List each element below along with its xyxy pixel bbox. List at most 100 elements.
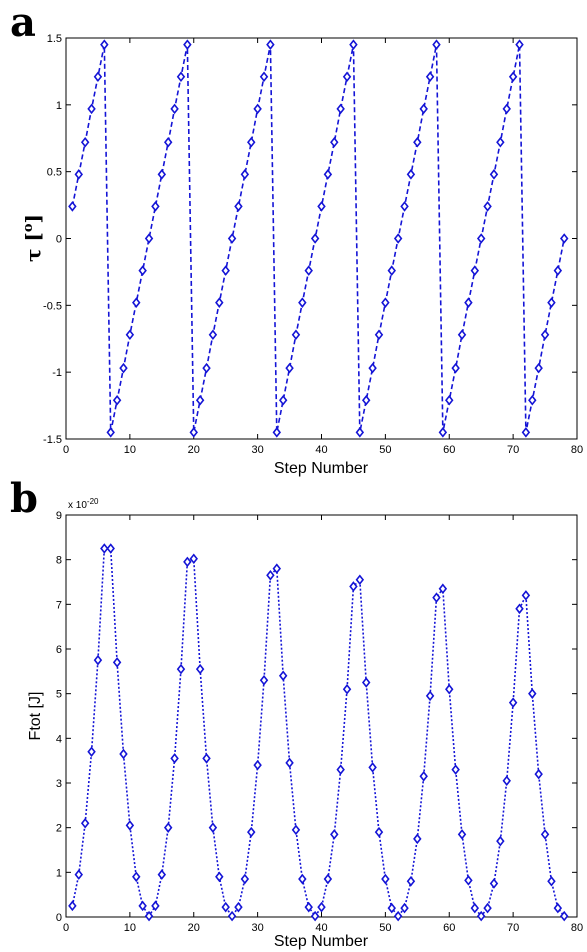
data-point [68,201,77,212]
data-point [106,543,115,554]
data-point [521,427,531,438]
y-tick-label: 8 [56,555,62,567]
y-tick-label: 9 [56,510,62,522]
data-point [553,902,563,914]
data-point [349,581,358,592]
data-point [438,583,448,594]
data-point [413,833,422,845]
data-point [432,592,441,603]
data-point [489,878,499,889]
data-point [387,902,396,914]
data-point [272,427,282,438]
data-point [253,103,262,115]
data-point [476,910,486,922]
data-point [304,901,313,913]
y-exponent-label-b: x 10-20 [68,497,99,511]
data-point [157,169,167,180]
data-point [259,674,269,686]
data-point [278,394,288,406]
data-point [304,265,313,276]
x-tick-label: 70 [507,922,519,934]
data-point [381,873,390,885]
data-point [547,297,556,308]
data-point [119,748,128,760]
y-axis-label-a-sup: o [21,223,36,232]
data-point [285,362,294,374]
y-axis-label-b: Ftot [J] [27,692,44,741]
data-point [342,71,352,83]
data-point [125,329,135,341]
data-point [247,136,256,148]
x-tick-label: 20 [188,444,200,456]
data-point [247,826,256,838]
data-point [393,910,403,922]
data-point [464,297,473,308]
data-point [144,233,154,244]
data-point [534,768,543,780]
data-point [285,757,294,769]
x-tick-label: 40 [315,922,327,934]
y-tick-label: 7 [56,599,62,611]
data-point [240,169,250,180]
data-point [534,362,543,374]
y-tick-label: 5 [56,689,62,701]
plot-frame-a [65,37,578,440]
data-point [227,233,237,244]
plot-frame-b [65,514,578,918]
data-point [361,677,371,688]
data-point [406,875,416,887]
data-point [266,39,275,50]
data-point [163,136,173,148]
y-tick-label: 3 [56,778,62,790]
data-point [508,697,518,708]
data-point [451,764,460,775]
data-point [381,297,390,308]
y-tick-label: 0 [56,234,62,246]
data-point [74,869,83,880]
data-point [445,394,454,406]
y-axis-label-a-main: τ [ [21,232,45,262]
data-point [132,297,141,308]
data-point [253,759,262,771]
data-point [259,71,269,83]
y-tick-label: 1 [56,100,62,112]
data-point [560,910,569,922]
data-point [291,329,301,341]
data-point [425,690,435,702]
data-point [112,394,122,406]
data-point [528,688,537,699]
data-point [406,169,416,180]
data-point [361,394,371,406]
data-point [515,39,524,50]
y-multiplier-text: x 10 [68,500,87,511]
data-point [451,362,460,374]
data-point [317,901,326,913]
x-tick-label: 60 [443,922,455,934]
y-tick-label: -1 [52,367,62,379]
data-point [215,871,224,883]
data-point [425,71,435,83]
data-point [413,136,422,148]
data-point [432,39,441,50]
chart-panel-a: 0 10 20 30 40 50 60 70 80 -1.5 -1 -0.5 0 0.5 1 1.5 Step… [21,33,583,477]
data-point [457,329,467,341]
data-point [157,869,167,880]
data-point [138,265,147,276]
data-point [68,900,77,912]
data-point [266,570,275,581]
y-axis-label-a: τ [o] [21,214,45,262]
data-point [336,764,345,775]
data-point [368,762,377,773]
data-point [400,902,409,914]
y-tick-label: 6 [56,644,62,656]
panel-letter-b: b [10,475,38,522]
data-point [208,822,218,833]
data-point [553,265,563,276]
data-point [317,201,326,212]
data-point [138,900,147,912]
data-point [387,265,396,276]
x-tick-label: 70 [507,444,519,456]
data-point [176,663,186,675]
data-point [502,103,511,115]
